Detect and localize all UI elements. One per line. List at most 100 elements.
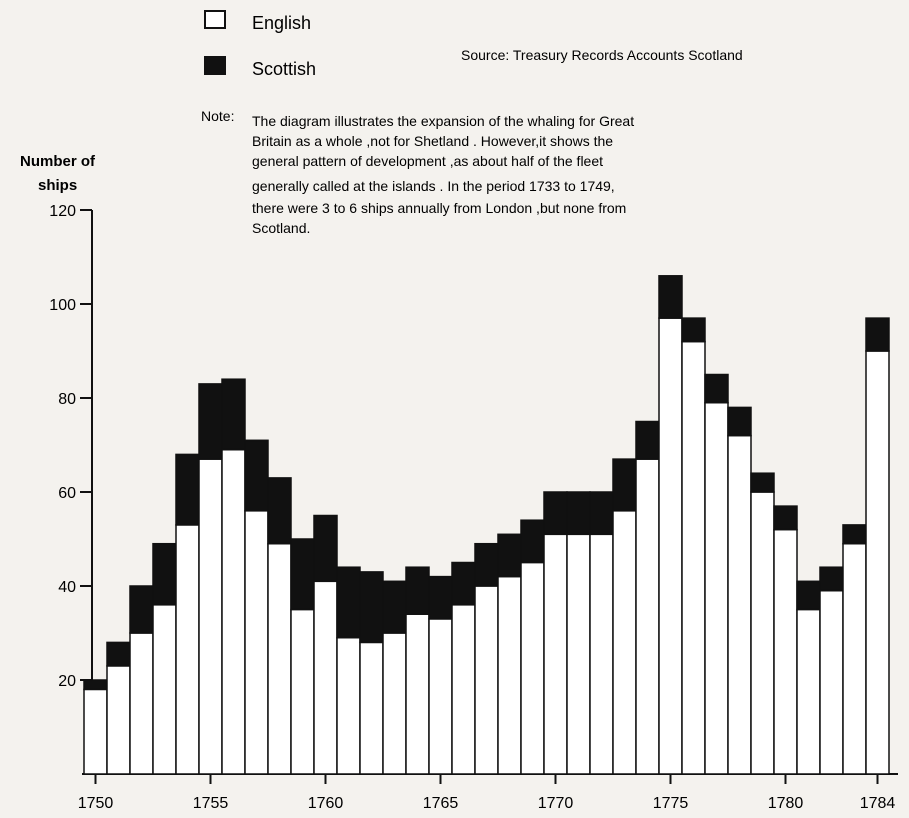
legend-swatch-english [204, 10, 226, 29]
bar-english-1776 [681, 340, 706, 775]
bar-english-1768 [497, 575, 522, 775]
bar-scottish-1769 [520, 519, 545, 564]
y-axis-label-line1: Number of [20, 153, 96, 170]
bar-english-1754 [175, 524, 200, 775]
bar-english-1773 [612, 510, 637, 775]
bar-scottish-1775 [658, 275, 683, 319]
bar-scottish-1783 [842, 524, 867, 545]
bar-english-1781 [796, 608, 821, 775]
bar-english-1758 [267, 542, 292, 775]
bar-scottish-1753 [152, 542, 177, 606]
note: Note: The diagram illustrates the expans… [201, 108, 634, 236]
bar-scottish-1758 [267, 477, 292, 545]
bar-english-1779 [750, 491, 775, 775]
y-axis-label-line2: ships [38, 177, 77, 194]
note-line: Scotland. [252, 220, 310, 236]
bar-english-1771 [566, 533, 591, 775]
bar-scottish-1774 [635, 420, 660, 460]
bar-scottish-1781 [796, 580, 821, 611]
legend: English Scottish [204, 10, 316, 79]
bar-english-1759 [290, 608, 315, 775]
bar-scottish-1754 [175, 453, 200, 526]
x-tick-label: 1780 [768, 795, 804, 812]
bar-scottish-1770 [543, 491, 568, 536]
x-tick-label: 1784 [860, 795, 896, 812]
y-tick-label: 20 [58, 673, 76, 690]
bar-scottish-1777 [704, 373, 729, 404]
x-tick-label: 1760 [308, 795, 344, 812]
bar-scottish-1765 [428, 575, 453, 620]
y-tick-label: 40 [58, 579, 76, 596]
bar-scottish-1750 [83, 679, 108, 691]
bar-english-1755 [198, 458, 223, 775]
bar-scottish-1756 [221, 378, 246, 451]
bar-scottish-1780 [773, 505, 798, 531]
bar-scottish-1784 [865, 317, 890, 352]
y-tick-label: 60 [58, 485, 76, 502]
bar-english-1770 [543, 533, 568, 775]
x-tick-label: 1770 [538, 795, 574, 812]
bar-scottish-1759 [290, 538, 315, 611]
bar-english-1761 [336, 636, 361, 775]
bar-scottish-1776 [681, 317, 706, 343]
bar-scottish-1751 [106, 641, 131, 667]
bar-scottish-1771 [566, 491, 591, 536]
bar-english-1784 [865, 350, 890, 775]
source-text: Source: Treasury Records Accounts Scotla… [461, 47, 743, 63]
note-line: The diagram illustrates the expansion of… [252, 113, 634, 129]
bar-english-1767 [474, 585, 499, 775]
y-tick-label: 100 [49, 297, 76, 314]
bars [83, 275, 890, 775]
bar-scottish-1762 [359, 571, 384, 644]
bar-scottish-1760 [313, 514, 338, 583]
bar-english-1763 [382, 632, 407, 775]
note-prefix: Note: [201, 108, 234, 124]
bar-english-1766 [451, 604, 476, 775]
bar-english-1757 [244, 510, 269, 775]
bar-english-1774 [635, 458, 660, 775]
bar-scottish-1772 [589, 491, 614, 536]
bar-scottish-1761 [336, 566, 361, 639]
legend-label-english: English [252, 13, 311, 33]
bar-scottish-1757 [244, 439, 269, 512]
bar-scottish-1767 [474, 542, 499, 587]
bar-english-1756 [221, 448, 246, 775]
bar-english-1777 [704, 401, 729, 775]
x-tick-label: 1775 [653, 795, 689, 812]
bar-scottish-1768 [497, 533, 522, 578]
bar-english-1765 [428, 618, 453, 775]
bar-scottish-1752 [129, 585, 154, 634]
y-tick-label: 80 [58, 391, 76, 408]
bar-scottish-1782 [819, 566, 844, 592]
bar-english-1772 [589, 533, 614, 775]
x-tick-label: 1765 [423, 795, 459, 812]
bar-english-1780 [773, 528, 798, 775]
bar-scottish-1778 [727, 406, 752, 437]
bar-scottish-1779 [750, 472, 775, 493]
legend-swatch-scottish [204, 56, 226, 75]
bar-english-1782 [819, 589, 844, 775]
bar-english-1769 [520, 561, 545, 775]
note-line: there were 3 to 6 ships annually from Lo… [252, 200, 626, 216]
bar-scottish-1764 [405, 566, 430, 615]
note-line: generally called at the islands . In the… [252, 178, 615, 194]
bar-english-1778 [727, 434, 752, 775]
y-ticks: 20 40 60 80 100 120 [49, 203, 92, 690]
bar-scottish-1766 [451, 561, 476, 606]
legend-label-scottish: Scottish [252, 59, 316, 79]
bar-english-1764 [405, 613, 430, 775]
bar-scottish-1755 [198, 383, 223, 460]
bar-english-1750 [83, 688, 108, 775]
x-tick-label: 1755 [193, 795, 229, 812]
bar-scottish-1773 [612, 458, 637, 512]
x-ticks: 1750 1755 1760 1765 1770 1775 1780 1784 [78, 774, 896, 812]
bar-english-1775 [658, 317, 683, 775]
y-tick-label: 120 [49, 203, 76, 220]
bar-english-1762 [359, 641, 384, 775]
bar-english-1752 [129, 632, 154, 775]
note-line: Britain as a whole ,not for Shetland . H… [252, 133, 613, 149]
note-line: general pattern of development ,as about… [252, 153, 603, 169]
bar-english-1751 [106, 665, 131, 775]
x-tick-label: 1750 [78, 795, 114, 812]
